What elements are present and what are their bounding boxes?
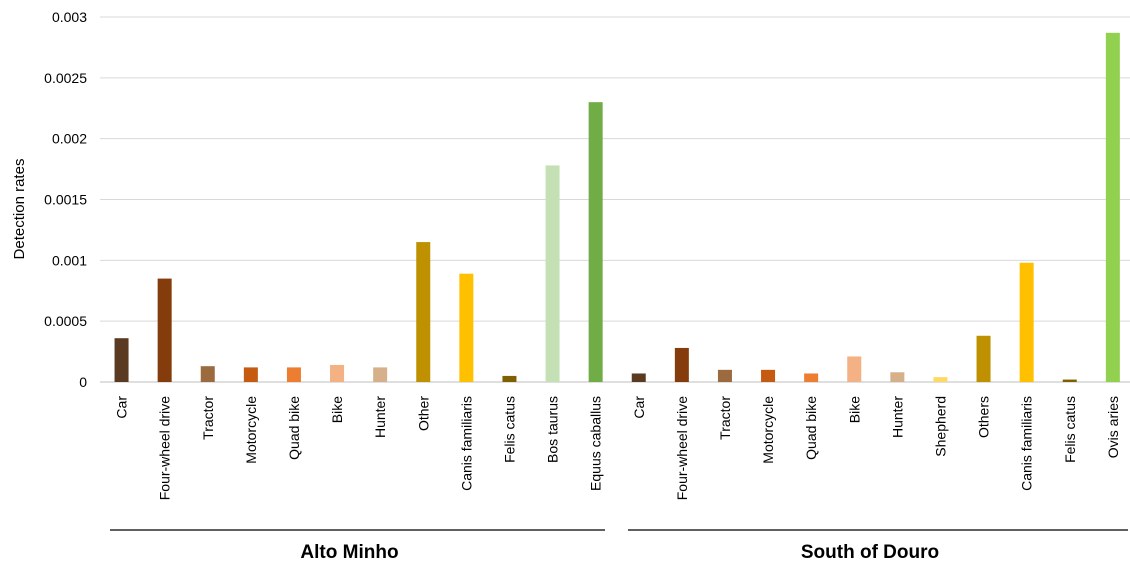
x-tick-label: Quad bike xyxy=(286,396,302,460)
bar-0-4 xyxy=(286,367,301,382)
x-tick-label: Motorcycle xyxy=(760,396,776,464)
bar-1-10 xyxy=(1062,379,1077,382)
bar-1-4 xyxy=(804,373,819,382)
bar-0-3 xyxy=(243,367,258,382)
bar-0-8 xyxy=(459,273,474,382)
bar-0-0 xyxy=(114,338,129,382)
bar-0-7 xyxy=(416,242,431,382)
bar-1-6 xyxy=(890,372,905,382)
group-label: Alto Minho xyxy=(300,542,398,563)
x-tick-label: Canis familiaris xyxy=(1019,396,1035,491)
x-tick-label: Motorcycle xyxy=(243,396,259,464)
x-tick-label: Four-wheel drive xyxy=(674,396,690,500)
bar-0-5 xyxy=(330,364,345,382)
y-tick-label: 0.002 xyxy=(52,131,87,147)
x-tick-label: Ovis aries xyxy=(1105,396,1121,458)
bar-1-0 xyxy=(631,373,646,382)
x-axis-ticks: Car Four-wheel drive Tractor Motorcycle Quad… xyxy=(114,396,1121,501)
x-tick-label: Car xyxy=(631,396,647,419)
x-tick-label: Hunter xyxy=(889,396,905,438)
x-tick-label: Tractor xyxy=(717,396,733,440)
x-tick-label: Equus caballus xyxy=(588,396,604,491)
x-tick-label: Others xyxy=(976,396,992,438)
y-tick-label: 0.0005 xyxy=(44,313,87,329)
bar-1-9 xyxy=(1019,262,1034,382)
x-tick-label: Felis catus xyxy=(501,396,517,463)
bar-1-11 xyxy=(1105,32,1120,383)
bar-0-2 xyxy=(200,366,215,382)
y-tick-label: 0 xyxy=(79,374,87,390)
x-tick-label: Canis familiaris xyxy=(458,396,474,491)
bar-0-10 xyxy=(545,165,560,382)
x-tick-label: Hunter xyxy=(372,396,388,438)
bar-1-2 xyxy=(717,369,732,382)
y-axis-ticks: 0 0.0005 0.001 0.0015 0.002 0.0025 0.003 xyxy=(44,9,87,390)
bar-1-1 xyxy=(674,347,689,382)
x-tick-label: Bike xyxy=(329,396,345,423)
bar-1-8 xyxy=(976,335,991,382)
y-axis-label: Detection rates xyxy=(11,159,28,260)
bars xyxy=(114,32,1120,383)
gridlines xyxy=(100,16,1130,383)
bar-0-11 xyxy=(588,102,603,383)
group-label: South of Douro xyxy=(801,542,939,563)
x-tick-label: Felis catus xyxy=(1062,396,1078,463)
bar-0-6 xyxy=(373,367,388,382)
x-tick-label: Four-wheel drive xyxy=(157,396,173,500)
x-tick-label: Bike xyxy=(846,396,862,423)
bar-1-7 xyxy=(933,377,948,382)
bar-0-9 xyxy=(502,375,517,382)
x-tick-label: Bos taurus xyxy=(545,396,561,463)
group-labels: Alto Minho South of Douro xyxy=(110,529,1128,563)
bar-1-5 xyxy=(847,356,862,382)
bar-0-1 xyxy=(157,278,172,382)
x-tick-label: Other xyxy=(415,396,431,431)
x-tick-label: Shepherd xyxy=(932,396,948,457)
x-tick-label: Quad bike xyxy=(803,396,819,460)
bar-1-3 xyxy=(761,369,776,382)
x-tick-label: Tractor xyxy=(200,396,216,440)
y-tick-label: 0.0015 xyxy=(44,192,87,208)
x-tick-label: Car xyxy=(114,396,130,419)
y-tick-label: 0.001 xyxy=(52,252,87,268)
y-tick-label: 0.0025 xyxy=(44,70,87,86)
y-tick-label: 0.003 xyxy=(52,9,87,25)
